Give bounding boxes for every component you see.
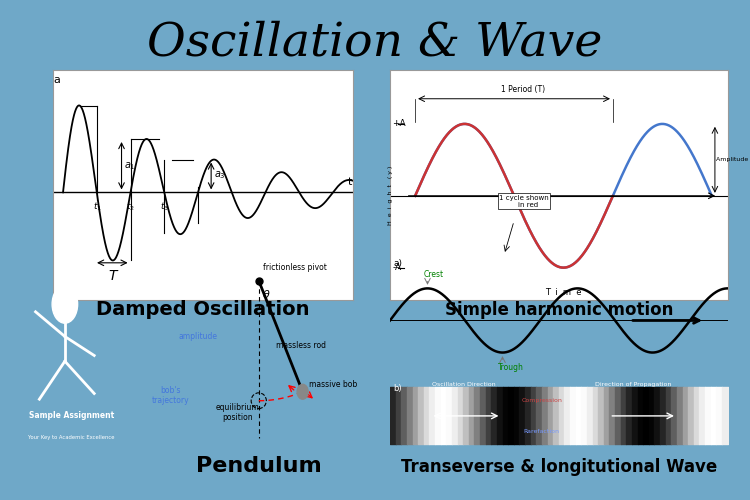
Text: Your Key to Academic Excellence: Your Key to Academic Excellence bbox=[28, 435, 115, 440]
Text: $a_1$: $a_1$ bbox=[124, 160, 136, 172]
Text: 1 Period (T): 1 Period (T) bbox=[502, 84, 545, 94]
Text: $t_1$: $t_1$ bbox=[92, 201, 101, 213]
Text: b): b) bbox=[393, 384, 402, 393]
Text: Oscillation Direction: Oscillation Direction bbox=[433, 382, 496, 388]
Text: t: t bbox=[347, 178, 352, 188]
Text: Transeverse & longitutional Wave: Transeverse & longitutional Wave bbox=[400, 458, 717, 476]
Text: Simple harmonic motion: Simple harmonic motion bbox=[445, 301, 673, 319]
Text: bob's
trajectory: bob's trajectory bbox=[152, 386, 189, 405]
Text: $t_3$: $t_3$ bbox=[160, 201, 169, 213]
Text: $T$: $T$ bbox=[108, 270, 120, 283]
Text: frictionless pivot: frictionless pivot bbox=[263, 263, 327, 272]
Text: -A: -A bbox=[392, 263, 402, 272]
Text: Amplitude (A): Amplitude (A) bbox=[716, 158, 750, 162]
Text: Damped Oscillation: Damped Oscillation bbox=[96, 300, 309, 319]
Text: Direction of Propagation: Direction of Propagation bbox=[595, 382, 671, 388]
Text: equilibrium
position: equilibrium position bbox=[216, 402, 260, 422]
Text: $t_2$: $t_2$ bbox=[126, 201, 135, 213]
Text: Rarefaction: Rarefaction bbox=[524, 429, 560, 434]
Text: amplitude: amplitude bbox=[178, 332, 218, 341]
Text: $a_3$: $a_3$ bbox=[214, 170, 226, 181]
Text: Sample Assignment: Sample Assignment bbox=[28, 411, 114, 420]
Circle shape bbox=[53, 285, 78, 323]
Text: H  e  i  g  h  t   ( y ): H e i g h t ( y ) bbox=[388, 166, 393, 226]
Text: Crest: Crest bbox=[424, 270, 444, 279]
Text: 1 cycle shown
    in red: 1 cycle shown in red bbox=[499, 194, 549, 207]
Text: Trough: Trough bbox=[498, 363, 523, 372]
Text: +A: +A bbox=[392, 120, 406, 128]
Text: $\theta$: $\theta$ bbox=[262, 288, 271, 300]
Text: massless rod: massless rod bbox=[276, 341, 326, 350]
Text: Pendulum: Pendulum bbox=[196, 456, 322, 476]
Text: a: a bbox=[53, 74, 61, 85]
Text: a): a) bbox=[393, 258, 402, 268]
Text: massive bob: massive bob bbox=[309, 380, 358, 390]
Text: Compression: Compression bbox=[521, 398, 562, 402]
Text: Oscillation & Wave: Oscillation & Wave bbox=[147, 20, 603, 66]
Ellipse shape bbox=[297, 384, 308, 399]
Text: T  i  m  e: T i m e bbox=[545, 288, 582, 297]
